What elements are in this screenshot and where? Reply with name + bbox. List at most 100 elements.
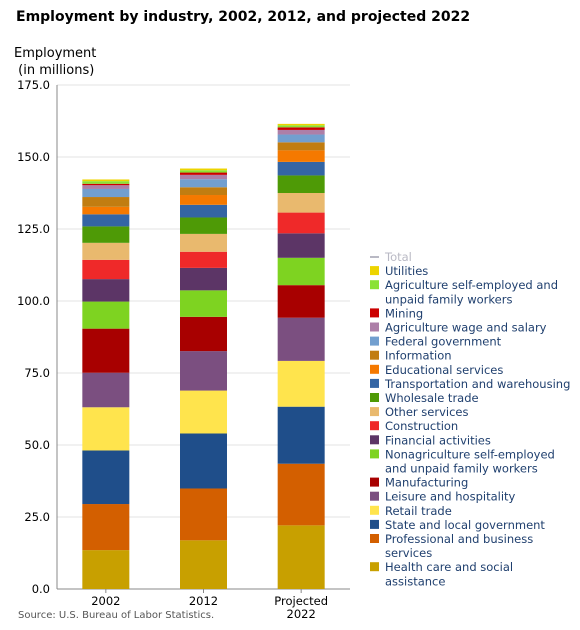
legend-swatch: [370, 378, 379, 388]
legend-swatch: [370, 266, 379, 276]
bar-segment: [180, 540, 227, 589]
bar-segment: [180, 390, 227, 434]
bars: [82, 123, 325, 589]
bar-segment: [180, 170, 227, 173]
bar-segment: [180, 316, 227, 352]
legend-label: Leisure and hospitality: [385, 490, 516, 504]
x-tick-label: 2012: [189, 594, 218, 608]
bar-segment: [82, 181, 130, 184]
legend-label: Professional and business services: [385, 532, 533, 560]
bar-segment: [82, 214, 130, 227]
bar-segment: [277, 463, 325, 526]
bar-segment: [277, 525, 325, 589]
x-tick-label: 2002: [91, 594, 120, 608]
bar-segment: [180, 351, 227, 391]
bar-segment: [180, 433, 227, 489]
bar-segment: [277, 123, 325, 126]
legend-label: Mining: [385, 306, 423, 320]
x-tick-label: Projected 2022: [274, 594, 328, 621]
bar-segment: [277, 125, 325, 128]
bar-segment: [180, 195, 227, 205]
legend-label: Health care and social assistance: [385, 560, 513, 588]
y-axis-label-line-1: Employment: [14, 46, 96, 61]
bar-segment: [180, 174, 227, 180]
legend-swatch: [370, 534, 379, 543]
bar-segment: [180, 187, 227, 196]
y-axis-ticks: 0.0 25.0 50.0 75.0 100.0 125.0 150.0 175.0: [17, 78, 50, 596]
bar-segment: [82, 328, 130, 373]
legend-label: Nonagriculture self-employed and unpaid f…: [385, 447, 555, 475]
legend-swatch: [370, 308, 379, 318]
bar-segment: [180, 233, 227, 252]
bar-segment: [277, 193, 325, 213]
legend-swatch: [370, 322, 379, 332]
bar-segment: [82, 301, 130, 329]
bar-segment: [180, 290, 227, 317]
legend-swatch: [370, 421, 379, 431]
legend-label: Transportation and warehousing: [384, 377, 570, 391]
bar-segment: [180, 488, 227, 541]
legend-label: Utilities: [385, 264, 428, 278]
legend-label: Federal government: [385, 335, 502, 349]
y-tick-label: 175.0: [17, 78, 50, 92]
legend-swatch: [370, 435, 379, 445]
bar-segment: [82, 242, 130, 260]
bar-segment: [277, 285, 325, 318]
x-axis-ticks: 2002 2012 Projected 2022: [91, 589, 328, 621]
legend-label: Manufacturing: [385, 476, 468, 490]
legend-label: Construction: [385, 419, 458, 433]
legend-swatch: [370, 280, 379, 290]
bar-segment: [82, 179, 130, 182]
bar-segment: [277, 317, 325, 361]
bar-segment: [180, 179, 227, 188]
legend-swatch: [370, 562, 379, 572]
bar-segment: [82, 550, 130, 589]
legend-swatch: [370, 350, 379, 360]
y-tick-label: 150.0: [17, 150, 50, 164]
bar-segment: [277, 127, 325, 130]
legend-label: Retail trade: [385, 504, 452, 518]
bar-segment: [180, 168, 227, 171]
legend-swatch: [370, 336, 379, 346]
bar-segment: [277, 360, 325, 407]
bar-segment: [82, 197, 130, 207]
bar-segment: [277, 233, 325, 258]
legend-label: Wholesale trade: [385, 391, 479, 405]
bar-segment: [277, 134, 325, 143]
y-tick-label: 25.0: [24, 510, 50, 524]
legend-swatch: [370, 519, 379, 529]
y-tick-label: 50.0: [24, 438, 50, 452]
bar-segment: [277, 129, 325, 135]
bar-segment: [277, 142, 325, 151]
bar-segment: [82, 450, 130, 505]
bar-segment: [82, 259, 130, 280]
legend-label: Agriculture wage and salary: [385, 321, 547, 335]
bar-segment: [82, 185, 130, 189]
bar-segment: [180, 204, 227, 218]
bar-segment: [180, 267, 227, 291]
bar-segment: [277, 257, 325, 286]
legend-swatch: [370, 477, 379, 487]
chart-title: Employment by industry, 2002, 2012, and …: [16, 9, 470, 25]
y-tick-label: 0.0: [32, 582, 50, 596]
bar-segment: [180, 172, 227, 175]
bar-segment: [277, 150, 325, 162]
legend-label: Educational services: [385, 363, 503, 377]
bar-segment: [277, 406, 325, 464]
bar-segment: [82, 183, 130, 186]
bar-segment: [82, 226, 130, 243]
legend-label: Financial activities: [385, 433, 491, 447]
legend-total-label: Total: [384, 250, 412, 264]
legend-swatch: [370, 393, 379, 402]
bar-segment: [82, 206, 130, 215]
y-tick-label: 125.0: [17, 222, 50, 236]
bar-segment: [277, 212, 325, 234]
bar-segment: [277, 161, 325, 176]
bar-segment: [180, 251, 227, 268]
bar-segment: [82, 407, 130, 451]
bar-segment: [180, 217, 227, 234]
y-axis-label-line-2: (in millions): [14, 63, 94, 78]
bar-segment: [82, 504, 130, 551]
